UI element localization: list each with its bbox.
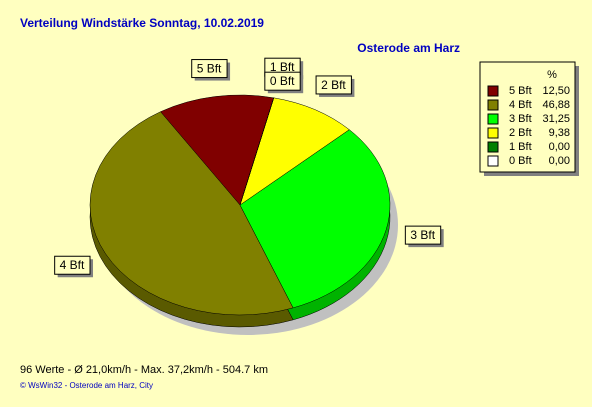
slice-label-box xyxy=(264,71,301,91)
slice-label-group: 0 Bft xyxy=(264,71,304,94)
slice-label-box xyxy=(315,75,352,95)
slice-label: 4 Bft xyxy=(60,258,85,272)
slice-label-group: 2 Bft xyxy=(315,75,355,97)
slice-label: 0 Bft xyxy=(270,74,295,88)
legend-label: 5 Bft xyxy=(509,85,532,97)
chart-subtitle: Osterode am Harz xyxy=(357,41,460,55)
slice-label-group: 5 Bft xyxy=(191,59,231,81)
legend-label: 1 Bft xyxy=(509,141,532,153)
legend-swatch xyxy=(487,141,499,153)
legend-swatch xyxy=(487,155,499,167)
slice-label-box xyxy=(191,59,228,79)
chart-title: Verteilung Windstärke Sonntag, 10.02.201… xyxy=(20,16,264,30)
legend-value: 46,88 xyxy=(542,99,570,111)
legend-value: 12,50 xyxy=(542,85,570,97)
legend-swatch xyxy=(487,127,499,139)
slice xyxy=(239,97,350,206)
legend-value: 9,38 xyxy=(549,127,570,139)
slice-label-group: 4 Bft xyxy=(54,255,94,278)
legend-swatch xyxy=(487,85,499,97)
slice xyxy=(89,111,294,316)
credit: © WsWin32 - Osterode am Harz, City xyxy=(20,381,153,390)
slice-label: 2 Bft xyxy=(321,78,346,92)
slice-label-group: 3 Bft xyxy=(404,225,444,248)
legend-value: 31,25 xyxy=(542,113,570,125)
slice-label: 1 Bft xyxy=(270,60,295,74)
slice-label-box xyxy=(404,225,442,245)
legend-label: 3 Bft xyxy=(509,113,532,125)
legend-value: 0,00 xyxy=(549,155,570,167)
slice-label: 3 Bft xyxy=(410,228,435,242)
slice-label: 5 Bft xyxy=(197,62,222,76)
legend-swatch xyxy=(487,113,499,125)
footer: 96 Werte - Ø 21,0km/h - Max. 37,2km/h - … xyxy=(20,364,268,376)
legend-swatch xyxy=(487,99,499,111)
legend-label: 4 Bft xyxy=(509,99,532,111)
slice xyxy=(160,94,275,206)
slice-label-box xyxy=(54,255,91,275)
legend-label: 0 Bft xyxy=(509,155,532,167)
slice xyxy=(239,129,391,309)
legend-label: 2 Bft xyxy=(509,127,532,139)
legend-value: 0,00 xyxy=(549,141,570,153)
legend-header: % xyxy=(547,69,557,81)
